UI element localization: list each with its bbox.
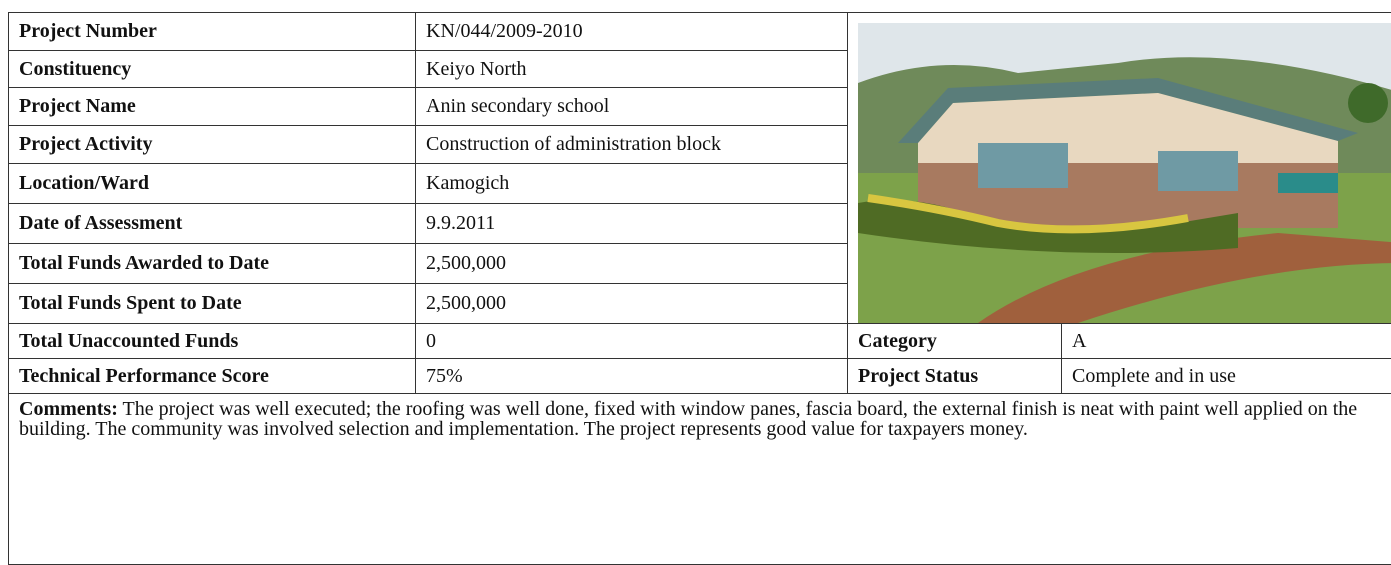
value: 75% bbox=[416, 359, 848, 394]
value: 0 bbox=[416, 324, 848, 359]
label: Project Activity bbox=[9, 126, 416, 164]
value: 2,500,000 bbox=[416, 243, 848, 283]
value: Construction of administration block bbox=[416, 126, 848, 164]
value: A bbox=[1062, 324, 1391, 359]
label: Location/Ward bbox=[9, 163, 416, 203]
label: Category bbox=[848, 324, 1062, 359]
label: Constituency bbox=[9, 50, 416, 88]
label: Project Status bbox=[848, 359, 1062, 394]
value: 2,500,000 bbox=[416, 283, 848, 323]
photo bbox=[848, 13, 1391, 324]
comments-text: The project was well executed; the roofi… bbox=[19, 398, 1357, 440]
label: Project Number bbox=[9, 13, 416, 51]
value: Anin secondary school bbox=[416, 88, 848, 126]
label: Project Name bbox=[9, 88, 416, 126]
page: {"table":{"rows":[ {"label":"Project Num… bbox=[0, 0, 1391, 514]
label: Technical Performance Score bbox=[9, 359, 416, 394]
label: Total Unaccounted Funds bbox=[9, 324, 416, 359]
value: KN/044/2009-2010 bbox=[416, 13, 848, 51]
school-photo bbox=[858, 23, 1391, 323]
label: Date of Assessment bbox=[9, 203, 416, 243]
label: Total Funds Spent to Date bbox=[9, 283, 416, 323]
value: Kamogich bbox=[416, 163, 848, 203]
comments: Comments: The project was well executed;… bbox=[9, 394, 1391, 565]
value: Keiyo North bbox=[416, 50, 848, 88]
label: Total Funds Awarded to Date bbox=[9, 243, 416, 283]
comments-label: Comments: bbox=[19, 398, 118, 420]
value: 9.9.2011 bbox=[416, 203, 848, 243]
value: Complete and in use bbox=[1062, 359, 1391, 394]
